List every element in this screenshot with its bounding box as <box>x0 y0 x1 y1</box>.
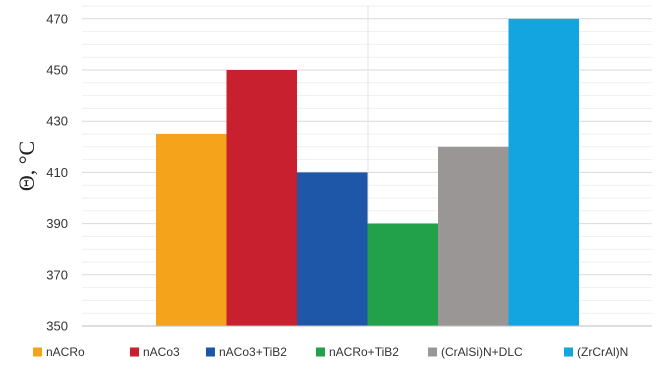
y-tick-label: 430 <box>46 114 68 129</box>
bars <box>156 18 579 327</box>
legend: nACRo nACo3 nACo3+TiB2 nACRo+TiB2 (CrAlSi)N+… <box>33 345 628 359</box>
legend-item: nACRo+TiB2 <box>316 345 399 359</box>
bar-naco3 <box>226 70 297 326</box>
y-axis-title: Θ, °C <box>14 141 39 191</box>
legend-swatch <box>206 347 215 357</box>
legend-item: (CrAlSi)N+DLC <box>428 345 523 359</box>
legend-label: (ZrCrAl)N <box>577 345 628 359</box>
y-tick-label: 350 <box>46 319 68 334</box>
legend-swatch <box>316 347 325 357</box>
y-tick-label: 370 <box>46 267 68 282</box>
legend-swatch <box>428 347 437 357</box>
legend-label: nACo3+TiB2 <box>219 345 287 359</box>
legend-swatch <box>564 347 573 357</box>
legend-item: nACo3+TiB2 <box>206 345 287 359</box>
bar-nacro <box>156 134 227 326</box>
y-tick-label: 470 <box>46 11 68 26</box>
bar-cralsi-n-dlc <box>438 146 509 326</box>
bar-naco3-tib2 <box>297 172 368 326</box>
legend-label: (CrAlSi)N+DLC <box>441 345 523 359</box>
legend-item: (ZrCrAl)N <box>564 345 628 359</box>
y-tick-label: 410 <box>46 165 68 180</box>
legend-item: nACRo <box>33 345 85 359</box>
y-axis-ticks: 350 370 390 410 430 450 470 <box>46 11 68 333</box>
bar-zrcral-n <box>508 18 579 327</box>
y-tick-label: 390 <box>46 216 68 231</box>
legend-label: nACRo <box>46 345 85 359</box>
legend-swatch <box>33 347 42 357</box>
legend-label: nACRo+TiB2 <box>329 345 399 359</box>
legend-item: nACo3 <box>130 345 180 359</box>
legend-label: nACo3 <box>143 345 180 359</box>
bar-nacro-tib2 <box>367 223 438 326</box>
legend-swatch <box>130 347 139 357</box>
y-tick-label: 450 <box>46 63 68 78</box>
